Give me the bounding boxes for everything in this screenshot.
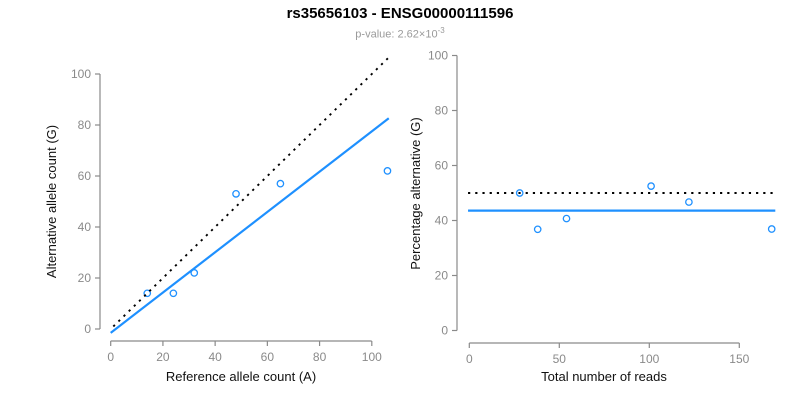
y-tick-label: 100 (428, 49, 448, 63)
data-point (685, 198, 693, 206)
y-tick-label: 0 (84, 322, 91, 336)
y-tick-label: 80 (435, 104, 449, 118)
y-tick-label: 60 (435, 159, 449, 173)
data-point (562, 214, 571, 223)
right-plot-x-axis-title: Total number of reads (541, 369, 667, 384)
pvalue-label: p-value: (355, 28, 398, 41)
x-tick-label: 60 (261, 350, 275, 364)
x-tick-label: 20 (156, 350, 170, 364)
data-point (515, 189, 524, 197)
left-scatter-plot: 0 20 40 60 80 100 0 20 40 60 80 100 (71, 56, 392, 364)
y-tick-label: 0 (441, 324, 448, 338)
right-scatter-plot: 0 20 40 60 80 100 0 50 100 150 (428, 49, 776, 366)
right-plot-y-axis-title: Percentage alternative (G) (408, 117, 423, 269)
x-tick-label: 0 (107, 350, 114, 364)
data-point (767, 225, 776, 233)
x-tick-label: 100 (362, 350, 382, 364)
y-tick-label: 100 (71, 67, 91, 81)
pvalue-base: 2.62×10 (397, 28, 438, 41)
left-plot-y-axis-title: Alternative allele count (G) (44, 125, 59, 278)
figure-subtitle: p-value: 2.62×10-3 (0, 26, 800, 41)
data-point (383, 167, 392, 175)
y-tick-label: 40 (435, 214, 449, 228)
data-point (276, 179, 285, 188)
fit-line (110, 117, 390, 334)
identity-line (112, 56, 390, 328)
data-point (232, 190, 240, 198)
pvalue-exponent: -3 (437, 26, 445, 35)
data-point (169, 289, 178, 298)
data-point (143, 289, 152, 298)
y-tick-label: 60 (78, 169, 92, 183)
x-tick-label: 50 (553, 352, 567, 366)
y-tick-label: 20 (78, 271, 92, 285)
data-point (647, 182, 655, 190)
y-tick-label: 20 (435, 269, 449, 283)
x-tick-label: 80 (313, 350, 327, 364)
x-tick-label: 0 (466, 352, 473, 366)
left-plot-x-axis-title: Reference allele count (A) (166, 369, 316, 384)
x-tick-label: 40 (208, 350, 222, 364)
y-tick-label: 40 (78, 220, 92, 234)
figure-title: rs35656103 - ENSG00000111596 (286, 5, 514, 22)
x-tick-label: 150 (729, 352, 749, 366)
data-point (533, 225, 542, 234)
x-tick-label: 100 (639, 352, 659, 366)
y-tick-label: 80 (78, 118, 92, 132)
